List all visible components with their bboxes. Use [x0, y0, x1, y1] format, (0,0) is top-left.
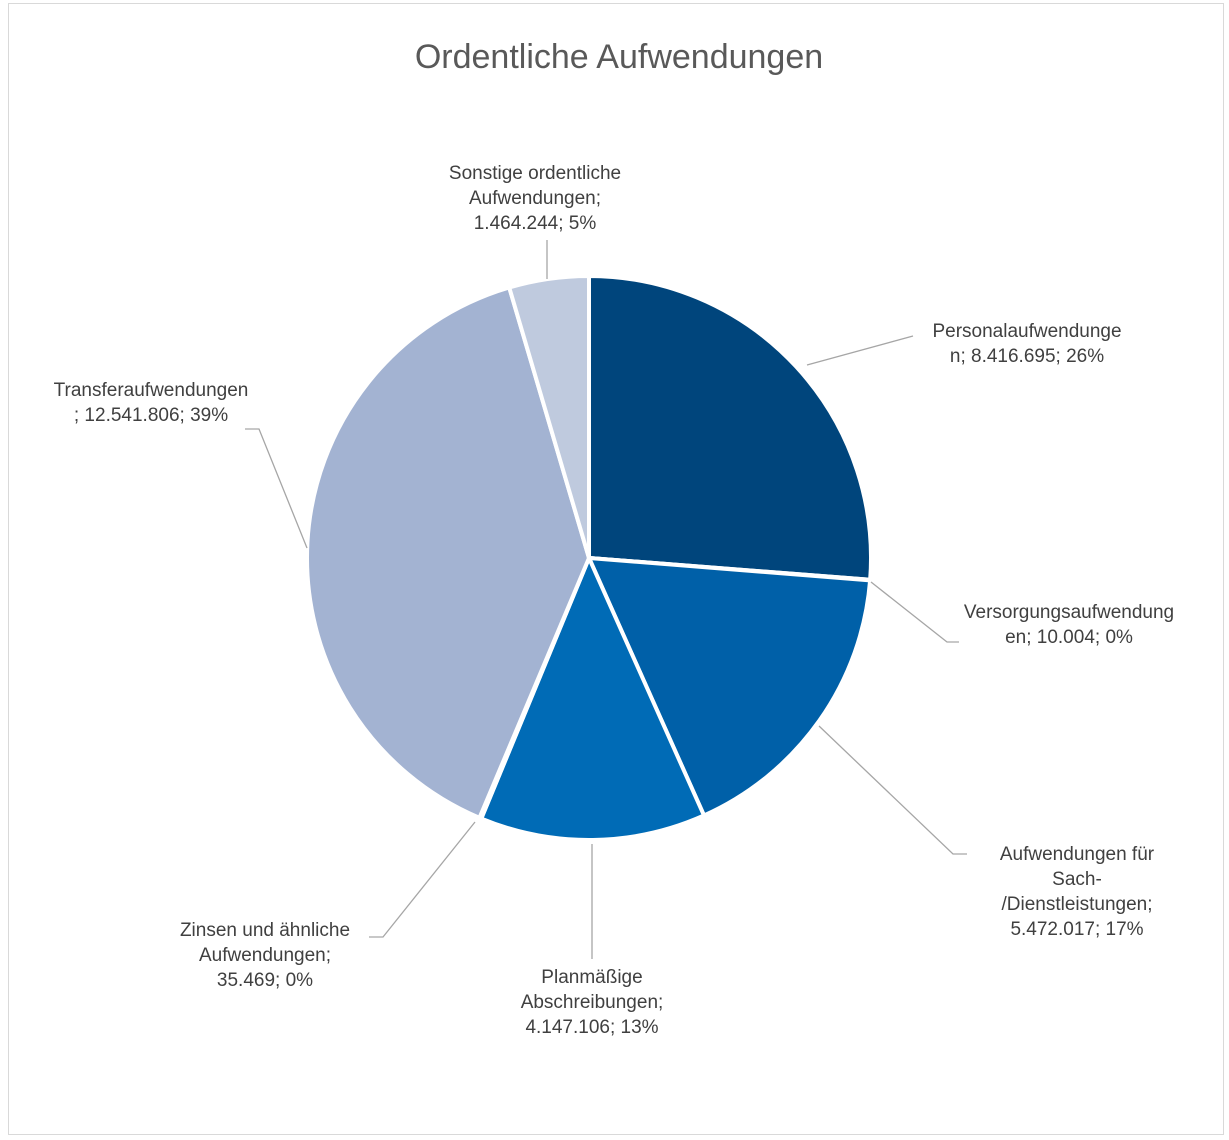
- data-label-zinsen: Zinsen und ähnliche Aufwendungen; 35.469; …: [180, 920, 350, 991]
- data-label-line: Versorgungsaufwendung: [964, 602, 1174, 623]
- data-label-versorgung: Versorgungsaufwendung en; 10.004; 0%: [964, 602, 1174, 648]
- data-label-line: Aufwendungen für: [1000, 844, 1155, 865]
- leader-line-personal: [806, 335, 914, 366]
- leader-line-sach: [818, 725, 967, 855]
- leader-line-transfer: [245, 428, 308, 549]
- data-label-line: Transferaufwendungen: [54, 380, 249, 401]
- data-label-line: 35.469; 0%: [217, 970, 313, 991]
- data-label-line: 5.472.017; 17%: [1010, 919, 1143, 940]
- pie-slice-abschreibungen: [479, 556, 706, 842]
- chart-title: Ordentliche Aufwendungen: [415, 38, 823, 76]
- leader-line-versorgung: [870, 581, 959, 643]
- data-label-line: Sonstige ordentliche: [449, 163, 621, 184]
- pie-slice-sonstige: [507, 274, 591, 560]
- leader-line-zinsen: [369, 821, 476, 938]
- data-label-line: 4.147.106; 13%: [525, 1017, 658, 1038]
- data-label-line: n; 8.416.695; 26%: [950, 346, 1104, 367]
- data-label-line: Abschreibungen;: [521, 992, 664, 1013]
- data-label-sonstige: Sonstige ordentliche Aufwendungen; 1.464.2…: [449, 163, 621, 234]
- data-label-sach: Aufwendungen für Sach- /Dienstleistungen; 5…: [1000, 844, 1155, 940]
- pie-slice-personal: [587, 274, 873, 582]
- data-label-line: Personalaufwendunge: [932, 321, 1121, 342]
- data-label-line: Aufwendungen;: [469, 188, 601, 209]
- pie-slice-sach: [587, 556, 873, 818]
- data-label-line: ; 12.541.806; 39%: [74, 405, 228, 426]
- data-label-personal: Personalaufwendunge n; 8.416.695; 26%: [932, 321, 1121, 367]
- leader-lines: [245, 240, 967, 959]
- pie-chart: Ordentliche Aufwendungen Personalaufwend…: [54, 38, 1174, 1038]
- data-label-abschreibungen: Planmäßige Abschreibungen; 4.147.106; 13%: [521, 967, 664, 1038]
- data-label-line: en; 10.004; 0%: [1005, 627, 1133, 648]
- chart-area: Ordentliche Aufwendungen Personalaufwend…: [8, 3, 1224, 1135]
- data-label-line: Sach-: [1052, 869, 1102, 890]
- data-label-line: Zinsen und ähnliche: [180, 920, 350, 941]
- data-label-line: Aufwendungen;: [199, 945, 331, 966]
- data-label-line: 1.464.244; 5%: [474, 213, 597, 234]
- data-label-line: Planmäßige: [541, 967, 642, 988]
- data-label-line: /Dienstleistungen;: [1001, 894, 1152, 915]
- data-labels: Personalaufwendunge n; 8.416.695; 26% Vers…: [54, 163, 1174, 1038]
- pie-slice-transfer: [305, 285, 591, 820]
- data-label-transfer: Transferaufwendungen ; 12.541.806; 39%: [54, 380, 249, 426]
- pie-slices: [305, 274, 873, 842]
